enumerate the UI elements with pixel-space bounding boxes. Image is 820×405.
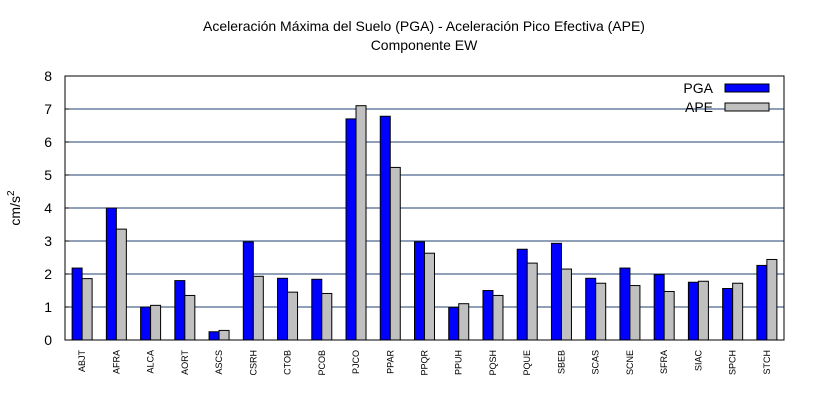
bar-pga-ascs: [208, 331, 220, 341]
x-tick-label: SBEB: [556, 350, 566, 374]
bar-ape-ppuh: [458, 303, 470, 341]
bar-ape-scne: [629, 285, 641, 341]
chart-subtitle: Componente EW: [371, 37, 478, 53]
bar-pga-ppuh: [448, 307, 460, 341]
bar-pga-aort: [174, 280, 186, 341]
x-tick-label: PPQR: [420, 350, 430, 376]
y-axis-label-superscript: 2: [6, 190, 17, 196]
bar-pga-pqsh: [482, 290, 494, 341]
bar-pga-ppar: [379, 115, 391, 341]
bars: [71, 105, 778, 341]
y-tick-label: 2: [44, 266, 52, 282]
bar-ape-abjt: [81, 278, 93, 341]
bar-pga-abjt: [71, 267, 83, 341]
x-tick-label: AFRA: [111, 350, 121, 374]
y-ticks: 0 1 2 3 4 5 6 7 8: [44, 68, 69, 348]
bar-ape-stch: [766, 258, 778, 341]
bar-pga-scas: [585, 277, 597, 341]
x-tick-label: CSRH: [248, 350, 258, 376]
bar-ape-pque: [526, 262, 538, 341]
x-tick-label: PCOB: [317, 350, 327, 376]
legend-swatch: [724, 83, 770, 93]
x-tick-label: ASCS: [214, 350, 224, 375]
bar-pga-csrh: [242, 241, 254, 341]
x-tick-label: SCAS: [591, 350, 601, 375]
bar-ape-sbeb: [560, 268, 572, 341]
bar-ape-ctob: [287, 291, 299, 341]
bar-ape-siac: [697, 280, 709, 341]
x-ticks: ABJT AFRA ALCA AORT ASCS CSRH CTOB PCOB PJCO PPAR…: [77, 350, 772, 376]
x-tick-label: CTOB: [283, 350, 293, 375]
y-axis-label: cm/s2: [6, 190, 23, 226]
bar-ape-csrh: [252, 275, 264, 341]
y-tick-label: 5: [44, 167, 52, 183]
x-tick-label: SCNE: [625, 350, 635, 375]
bar-pga-sfra: [653, 274, 665, 341]
bar-pga-ppqr: [414, 241, 425, 341]
y-axis-label-unit: cm/s: [7, 196, 23, 226]
bar-ape-ppar: [389, 166, 401, 341]
x-tick-label: SFRA: [659, 350, 669, 374]
y-tick-label: 3: [44, 233, 52, 249]
x-tick-label: PQSH: [488, 350, 498, 376]
bar-pga-afra: [105, 207, 117, 341]
bar-ape-aort: [184, 294, 196, 341]
x-tick-label: ABJT: [77, 350, 87, 373]
legend-label: PGA: [683, 80, 713, 96]
bar-ape-alca: [150, 304, 162, 341]
y-tick-label: 8: [44, 68, 52, 84]
bar-pga-spch: [722, 288, 734, 341]
bar-ape-spch: [732, 282, 744, 341]
bar-ape-pqsh: [492, 294, 504, 341]
bar-ape-ascs: [218, 329, 230, 341]
legend-label: APE: [685, 99, 713, 115]
x-tick-label: PPUH: [454, 350, 464, 375]
bar-pga-alca: [140, 306, 152, 341]
bar-pga-stch: [756, 264, 768, 341]
chart-title: Aceleración Máxima del Suelo (PGA) - Ace…: [203, 18, 645, 34]
x-tick-label: AORT: [180, 350, 190, 375]
bar-pga-pque: [516, 248, 528, 341]
y-tick-label: 1: [44, 299, 52, 315]
x-tick-label: PJCO: [351, 350, 361, 374]
x-tick-label: SIAC: [693, 350, 703, 372]
x-tick-label: STCH: [762, 350, 772, 375]
legend-swatch: [724, 102, 770, 112]
bar-ape-pjco: [355, 105, 367, 341]
bar-pga-sbeb: [550, 242, 562, 341]
x-tick-label: PPAR: [385, 350, 395, 374]
y-tick-label: 4: [44, 200, 52, 216]
bar-ape-sfra: [663, 290, 675, 341]
x-tick-label: PQUE: [522, 350, 532, 376]
y-tick-label: 6: [44, 134, 52, 150]
y-tick-label: 0: [44, 332, 52, 348]
y-tick-label: 7: [44, 101, 52, 117]
bar-pga-siac: [687, 281, 699, 341]
bar-ape-pcob: [321, 292, 333, 341]
x-tick-label: ALCA: [146, 350, 156, 374]
bar-ape-ppqr: [424, 252, 435, 341]
bar-pga-scne: [619, 267, 631, 341]
x-tick-label: SPCH: [728, 350, 738, 375]
bar-ape-afra: [115, 228, 127, 341]
bar-pga-pcob: [311, 278, 323, 341]
grid-lines: [65, 108, 784, 308]
bar-ape-scas: [595, 282, 607, 341]
legend: PGA APE: [683, 80, 770, 115]
bar-pga-ctob: [277, 277, 289, 341]
bar-pga-pjco: [345, 118, 357, 341]
